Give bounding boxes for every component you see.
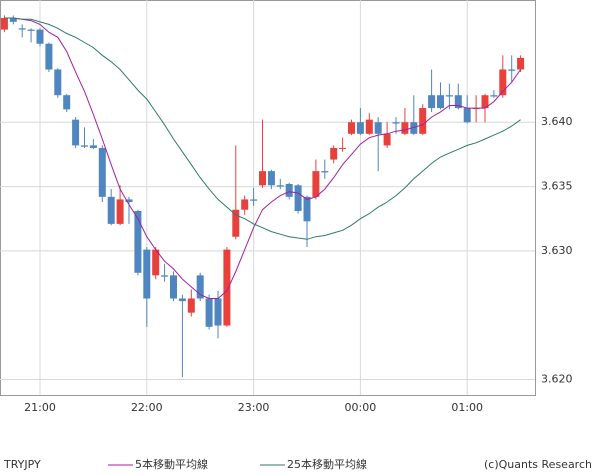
candle-body	[45, 43, 53, 70]
candle-body	[517, 57, 525, 70]
moving-average-line	[4, 17, 522, 299]
candle-body	[205, 298, 213, 327]
candle-body	[89, 145, 97, 148]
candle-body	[267, 171, 275, 186]
candle-body	[339, 147, 347, 149]
candle-body	[170, 275, 177, 299]
candle-body	[196, 275, 204, 299]
candle-body	[54, 69, 62, 96]
y-tick-label: 3.620	[541, 373, 573, 386]
candle-body	[383, 133, 391, 146]
candle-body	[241, 199, 249, 210]
candle-body	[303, 196, 311, 222]
x-tick-label: 00:00	[345, 401, 377, 414]
candle-body	[330, 147, 338, 160]
candle-body	[259, 171, 266, 186]
candle-body	[454, 95, 462, 109]
candle-body	[98, 147, 106, 197]
candle-body	[232, 209, 240, 237]
candle-body	[161, 275, 169, 277]
candle-body	[410, 122, 418, 134]
candle-body	[294, 185, 302, 212]
symbol: TRYJPY	[3, 458, 41, 471]
moving-average-line	[4, 17, 521, 240]
candle-body	[107, 196, 115, 224]
candle-body	[312, 171, 320, 197]
candle-body	[276, 185, 284, 187]
candle-body	[187, 298, 195, 313]
candle-body	[214, 298, 222, 326]
candle-body	[490, 95, 498, 97]
candle-body	[445, 95, 453, 97]
candle-body	[134, 211, 142, 273]
candle-body	[463, 108, 471, 123]
candle-body	[18, 28, 26, 30]
candle-body	[27, 29, 35, 31]
candle-body	[285, 183, 293, 197]
candle-body	[365, 119, 373, 134]
candle-body	[223, 249, 231, 326]
candle-body	[392, 122, 400, 124]
candle-body	[499, 69, 507, 96]
candle-body	[81, 145, 88, 147]
candle-body	[125, 199, 133, 203]
candle-body	[348, 122, 355, 134]
candle-body	[508, 69, 516, 71]
credit: (c)Quants Research	[484, 458, 592, 471]
candle-body	[0, 18, 8, 30]
legend-label: 5本移動平均線	[135, 457, 208, 471]
candle-body	[419, 108, 427, 134]
candle-body	[143, 249, 151, 299]
y-tick-label: 3.635	[541, 180, 573, 193]
y-tick-label: 3.630	[541, 244, 573, 257]
candle-body	[178, 298, 186, 302]
candle-body	[63, 95, 71, 110]
candle-body	[374, 122, 382, 134]
candle-body	[356, 122, 364, 134]
candle-body	[401, 122, 409, 134]
x-tick-label: 23:00	[238, 401, 270, 414]
candle-body	[36, 29, 44, 44]
candle-body	[152, 249, 160, 276]
x-tick-label: 21:00	[24, 401, 56, 414]
candle-body	[116, 199, 124, 224]
candle-body	[250, 199, 258, 201]
plot-frame	[0, 0, 536, 396]
legend-label: 25本移動平均線	[287, 457, 367, 471]
x-tick-label: 01:00	[451, 401, 483, 414]
candle-body	[72, 119, 80, 146]
x-tick-label: 22:00	[131, 401, 163, 414]
candle-body	[428, 95, 436, 109]
candle-body	[321, 171, 329, 173]
candle-body	[437, 95, 444, 109]
y-tick-label: 3.640	[541, 115, 573, 128]
candle-body	[9, 18, 17, 22]
candle-body	[481, 95, 489, 109]
